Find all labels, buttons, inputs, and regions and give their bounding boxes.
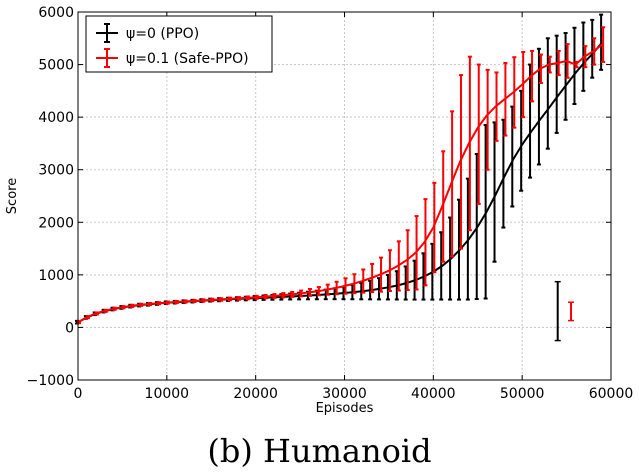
legend: ψ=0 (PPO) ψ=0.1 (Safe-PPO) bbox=[85, 15, 273, 73]
y-tick-label: 0 bbox=[65, 320, 74, 336]
x-tick-label: 20000 bbox=[233, 386, 278, 402]
ticks: 0 10000 20000 30000 40000 50000 60000−10000100… bbox=[27, 5, 634, 402]
x-axis-label: Episodes bbox=[316, 401, 374, 416]
series-line bbox=[77, 43, 603, 324]
legend-entry-ppo: ψ=0 (PPO) bbox=[96, 23, 199, 43]
x-tick-label: 40000 bbox=[411, 386, 456, 402]
x-tick-label: 0 bbox=[74, 386, 83, 402]
y-tick-label: 5000 bbox=[38, 58, 74, 74]
series-1 bbox=[77, 26, 606, 325]
legend-entry-safe-ppo: ψ=0.1 (Safe-PPO) bbox=[96, 48, 249, 68]
annotations bbox=[554, 280, 575, 342]
y-tick-label: 1000 bbox=[38, 268, 74, 284]
legend-label-safe-ppo: ψ=0.1 (Safe-PPO) bbox=[126, 51, 249, 67]
y-tick-label: 2000 bbox=[38, 215, 74, 231]
y-tick-label: 6000 bbox=[38, 5, 74, 21]
figure-caption: (b) Humanoid bbox=[207, 432, 432, 470]
legend-label-ppo: ψ=0 (PPO) bbox=[126, 26, 199, 42]
series-layer bbox=[75, 13, 606, 342]
chart: 0 10000 20000 30000 40000 50000 60000−10000100… bbox=[5, 5, 634, 416]
x-tick-label: 30000 bbox=[322, 386, 367, 402]
x-tick-label: 60000 bbox=[589, 386, 634, 402]
y-tick-label: 4000 bbox=[38, 110, 74, 126]
y-axis-label: Score bbox=[5, 178, 20, 214]
x-tick-label: 50000 bbox=[500, 386, 545, 402]
y-tick-label: −1000 bbox=[27, 373, 74, 389]
x-tick-label: 10000 bbox=[145, 386, 190, 402]
legend-box bbox=[85, 15, 273, 73]
y-tick-label: 3000 bbox=[38, 163, 74, 179]
